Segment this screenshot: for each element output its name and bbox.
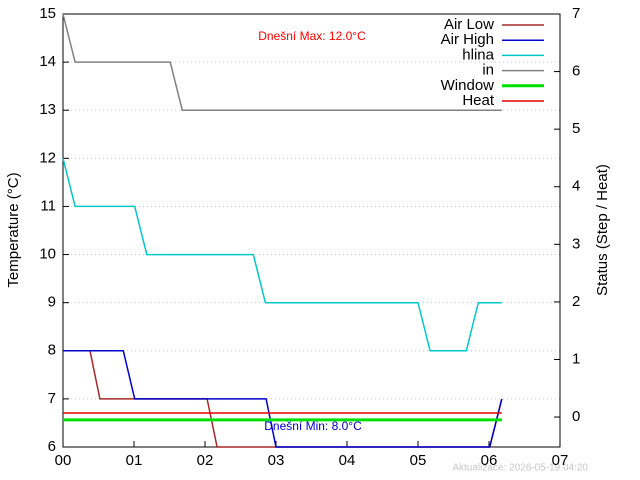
series-line — [62, 13, 502, 111]
y2-tick-label: 3 — [572, 235, 580, 252]
x-tick-label: 07 — [552, 452, 569, 469]
y-tick-label: 7 — [48, 390, 56, 407]
y2-tick-label: 4 — [572, 178, 580, 195]
x-tick-label: 05 — [410, 452, 427, 469]
legend-label: Air High — [441, 31, 494, 48]
y-tick-label: 11 — [40, 197, 56, 214]
y-tick-label: 14 — [39, 53, 56, 70]
y-axis-label: Temperature (°C) — [5, 172, 22, 287]
x-tick-label: 02 — [197, 452, 214, 469]
series-line — [63, 350, 503, 448]
legend-label: Heat — [462, 92, 495, 109]
y-tick-label: 10 — [39, 246, 56, 263]
y2-axis-label: Status (Step / Heat) — [594, 164, 611, 296]
y2-tick-label: 0 — [572, 408, 580, 425]
y-tick-label: 9 — [48, 294, 56, 311]
x-tick-label: 06 — [481, 452, 498, 469]
annotation: Dnešní Max: 12.0°C — [258, 29, 366, 43]
x-tick-label: 00 — [55, 452, 72, 469]
x-tick-label: 03 — [268, 452, 285, 469]
y-tick-label: 8 — [48, 342, 56, 359]
x-tick-label: 01 — [126, 452, 143, 469]
legend-label: Air Low — [444, 16, 494, 33]
footer: Aktualizace: 2026-05-19 04:20 — [452, 463, 588, 474]
y-tick-label: 13 — [39, 101, 56, 118]
y-tick-label: 15 — [39, 5, 56, 22]
annotation: Dnešní Min: 8.0°C — [264, 419, 362, 433]
y2-tick-label: 2 — [572, 293, 580, 310]
series-line — [62, 158, 502, 352]
y2-tick-label: 6 — [572, 63, 580, 80]
legend-label: hlina — [462, 46, 494, 63]
y2-tick-label: 5 — [572, 120, 580, 137]
y2-tick-label: 1 — [572, 350, 580, 367]
legend-label: Window — [441, 77, 495, 94]
legend-label: in — [482, 62, 494, 79]
y2-tick-label: 7 — [572, 5, 580, 22]
y-tick-label: 12 — [39, 149, 56, 166]
y-tick-label: 6 — [48, 438, 56, 455]
x-tick-label: 04 — [339, 452, 356, 469]
